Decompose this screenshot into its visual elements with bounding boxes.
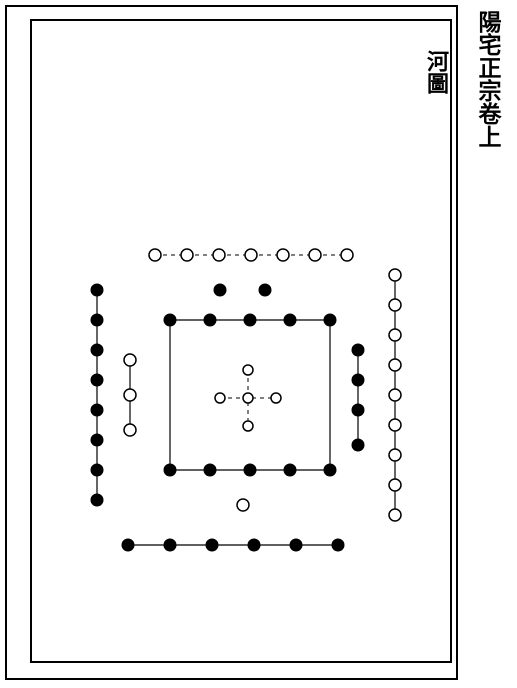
dot-filled <box>324 314 336 326</box>
dot-open <box>149 249 161 261</box>
dot-filled <box>122 539 134 551</box>
dot-open <box>124 354 136 366</box>
dot-filled <box>248 539 260 551</box>
dot-open <box>389 359 401 371</box>
dot-open <box>389 479 401 491</box>
page-root: 陽宅正宗卷上 河圖 <box>0 0 517 688</box>
dot-filled <box>284 464 296 476</box>
dot-open <box>277 249 289 261</box>
dot-open <box>389 389 401 401</box>
dot-open <box>389 449 401 461</box>
dot-filled <box>91 434 103 446</box>
dot-filled <box>259 284 271 296</box>
dot-open <box>243 421 253 431</box>
dot-filled <box>284 314 296 326</box>
dot-open <box>389 329 401 341</box>
dot-open <box>124 389 136 401</box>
dot-filled <box>244 314 256 326</box>
dot-open <box>341 249 353 261</box>
dot-filled <box>91 494 103 506</box>
dot-filled <box>352 404 364 416</box>
dot-open <box>181 249 193 261</box>
dot-open <box>215 393 225 403</box>
hetu-diagram <box>0 0 517 688</box>
dot-filled <box>290 539 302 551</box>
dot-filled <box>214 284 226 296</box>
dot-open <box>389 269 401 281</box>
dot-open <box>124 424 136 436</box>
dot-open <box>243 365 253 375</box>
dot-filled <box>91 314 103 326</box>
dot-filled <box>91 374 103 386</box>
dot-filled <box>91 344 103 356</box>
dot-filled <box>164 314 176 326</box>
dot-open <box>245 249 257 261</box>
dot-filled <box>244 464 256 476</box>
dot-filled <box>91 404 103 416</box>
dot-open <box>389 299 401 311</box>
dot-open <box>237 499 249 511</box>
dot-open <box>389 419 401 431</box>
dot-filled <box>352 439 364 451</box>
dot-filled <box>91 464 103 476</box>
dot-filled <box>332 539 344 551</box>
dot-filled <box>206 539 218 551</box>
dot-filled <box>164 539 176 551</box>
dot-filled <box>204 464 216 476</box>
dot-open <box>389 509 401 521</box>
dot-open <box>243 393 253 403</box>
dot-filled <box>91 284 103 296</box>
dot-open <box>309 249 321 261</box>
dot-open <box>213 249 225 261</box>
dot-filled <box>352 344 364 356</box>
dot-filled <box>204 314 216 326</box>
dot-open <box>271 393 281 403</box>
dot-filled <box>164 464 176 476</box>
dot-filled <box>324 464 336 476</box>
dot-filled <box>352 374 364 386</box>
